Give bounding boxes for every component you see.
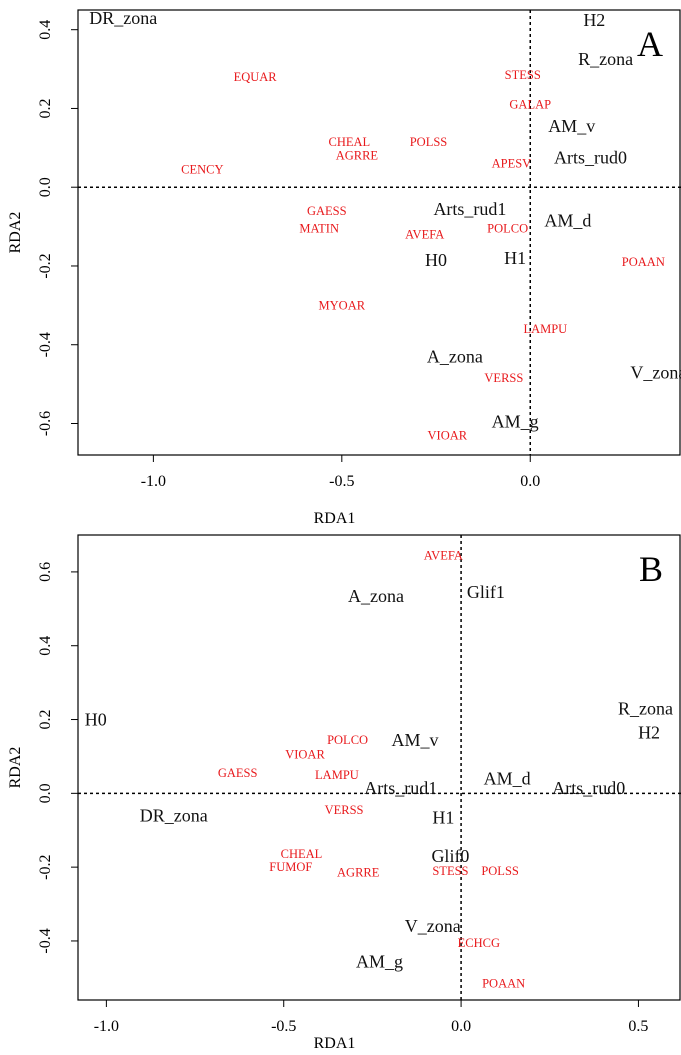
species-label: GAESS (307, 204, 347, 218)
y-tick-label: -0.2 (37, 253, 54, 278)
y-tick-label: 0.4 (37, 636, 54, 656)
point-labels: EQUAR STESS GALAP CHEAL POLSS AGRRE CENCY APESV… (89, 8, 681, 442)
env-variable-label: V_zona (405, 916, 461, 936)
species-label: CHEAL (281, 847, 323, 861)
env-variable-label: V_zona (630, 362, 681, 382)
y-tick-label: -0.2 (37, 854, 54, 879)
x-tick-label: 0.0 (451, 1018, 471, 1035)
species-label: MYOAR (319, 298, 366, 312)
x-axis-label: RDA1 (314, 510, 356, 527)
species-label: STESS (505, 68, 541, 82)
species-label: LAMPU (315, 768, 359, 782)
env-variable-label: H1 (432, 807, 454, 827)
species-label: MATIN (299, 222, 339, 236)
x-axis-label: RDA1 (314, 1035, 356, 1052)
species-label: VERSS (325, 803, 364, 817)
env-variable-label: Arts_rud1 (433, 199, 506, 219)
panel-letter: A (637, 24, 663, 64)
species-label: EQUAR (234, 70, 278, 84)
y-tick-label: -0.4 (37, 928, 54, 953)
y-tick-label: 0.0 (37, 177, 54, 197)
x-tick-label: -1.0 (141, 473, 166, 490)
x-tick-label: -1.0 (94, 1018, 119, 1035)
env-variable-label: DR_zona (140, 805, 208, 825)
species-label: VERSS (484, 371, 523, 385)
env-variable-label: Glif0 (431, 846, 469, 866)
species-label: POAAN (482, 976, 525, 990)
species-label: POLCO (487, 222, 528, 236)
env-variable-label: H0 (85, 710, 107, 730)
species-label: GAESS (218, 766, 258, 780)
species-label: FUMOF (269, 860, 312, 874)
env-variable-label: AM_g (356, 951, 403, 971)
env-variable-label: DR_zona (89, 8, 157, 28)
panel-b: -1.0 -0.5 0.0 0.5 0.6 0.4 0.2 0.0 -0.2 -0.4 RDA1 RD… (7, 534, 681, 1052)
panel-a: -1.0 -0.5 0.0 0.4 0.2 0.0 -0.2 -0.4 -0.6 RDA1 RDA2… (7, 8, 681, 527)
env-variable-label: AM_v (548, 116, 595, 136)
env-variable-label: A_zona (427, 347, 483, 367)
species-label: CENCY (181, 162, 223, 176)
y-tick-label: -0.6 (37, 411, 54, 436)
species-label: POLCO (327, 733, 368, 747)
y-tick-label: 0.6 (37, 562, 54, 582)
env-variable-label: AM_v (391, 730, 438, 750)
species-label: CHEAL (329, 135, 371, 149)
species-label: STESS (432, 864, 468, 878)
species-label: AVEFA (424, 548, 463, 562)
species-label: AGRRE (337, 866, 380, 880)
y-axis-label: RDA2 (7, 747, 24, 789)
env-variable-label: AM_d (484, 769, 531, 789)
species-label: VIOAR (428, 428, 468, 442)
y-tick-label: -0.4 (37, 332, 54, 357)
species-label: ECHCG (458, 936, 500, 950)
y-tick-label: 0.4 (37, 20, 54, 40)
species-label: POLSS (481, 864, 519, 878)
env-variable-label: H0 (425, 250, 447, 270)
env-variable-label: H2 (638, 722, 660, 742)
y-tick-label: 0.2 (37, 98, 54, 118)
panel-letter: B (639, 549, 663, 589)
y-axis-label: RDA2 (7, 212, 24, 254)
env-variable-label: H2 (583, 10, 605, 30)
species-label: APESV (492, 157, 532, 171)
env-variable-label: A_zona (348, 586, 404, 606)
x-tick-label: -0.5 (329, 473, 354, 490)
env-variable-label: AM_d (544, 211, 591, 231)
x-tick-label: 0.0 (520, 473, 540, 490)
env-variable-label: Glif1 (467, 582, 505, 602)
x-tick-label: 0.5 (628, 1018, 648, 1035)
species-label: POLSS (410, 135, 448, 149)
species-label: LAMPU (523, 322, 567, 336)
species-label: GALAP (509, 98, 551, 112)
env-variable-label: Arts_rud0 (552, 778, 625, 798)
species-label: VIOAR (285, 748, 325, 762)
env-variable-label: Arts_rud0 (554, 148, 627, 168)
env-variable-label: R_zona (578, 49, 633, 69)
env-variable-label: H1 (504, 248, 526, 268)
env-variable-label: R_zona (618, 698, 673, 718)
y-tick-label: 0.0 (37, 783, 54, 803)
plot-frame (77, 9, 681, 456)
env-variable-label: AM_g (492, 412, 539, 432)
y-tick-label: 0.2 (37, 710, 54, 730)
x-tick-label: -0.5 (271, 1018, 296, 1035)
env-variable-label: Arts_rud1 (364, 778, 437, 798)
species-label: AGRRE (336, 149, 379, 163)
species-label: AVEFA (405, 227, 444, 241)
species-label: POAAN (622, 255, 665, 269)
plot-frame (77, 534, 681, 1001)
